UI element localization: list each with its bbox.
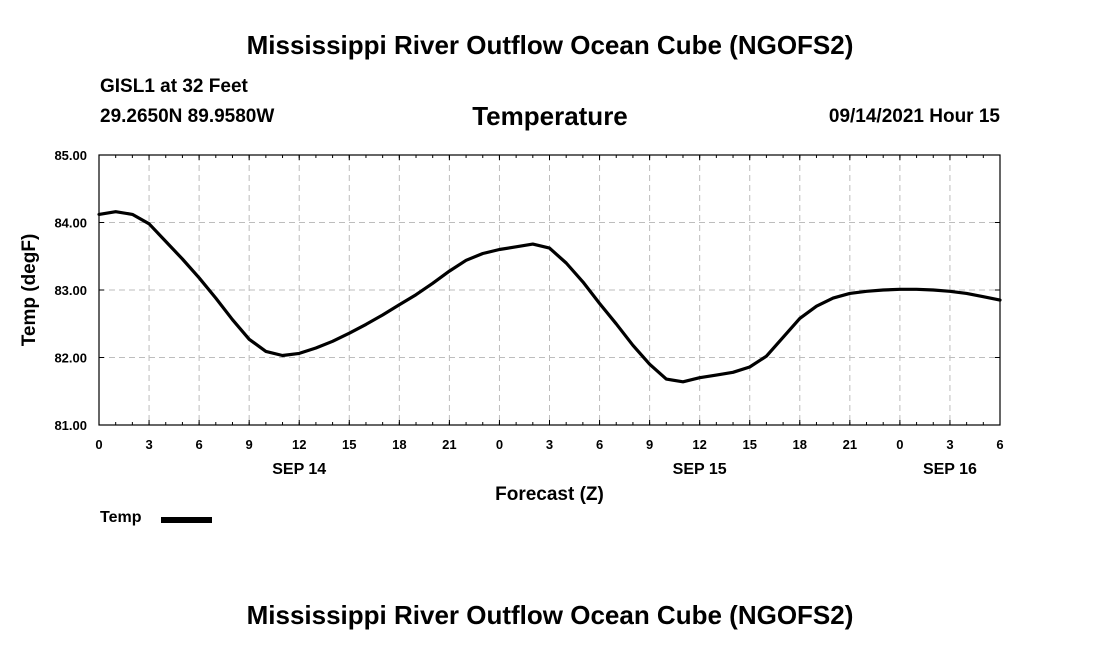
y-axis-label: Temp (degF) [19, 234, 40, 347]
x-tick-label: 0 [496, 437, 503, 452]
forecast-timestamp: 09/14/2021 Hour 15 [828, 106, 1000, 127]
y-tick-label: 85.00 [54, 148, 87, 163]
x-tick-label: 0 [95, 437, 102, 452]
y-tick-label: 82.00 [54, 351, 87, 366]
x-tick-label: 6 [596, 437, 603, 452]
x-tick-label: 12 [692, 437, 706, 452]
legend-label: Temp [100, 509, 142, 526]
x-tick-label: 12 [292, 437, 306, 452]
date-label: SEP 15 [673, 461, 727, 478]
plot-frame [98, 154, 1001, 426]
station-label: GISL1 at 32 Feet [100, 76, 248, 97]
x-tick-label: 21 [442, 437, 456, 452]
x-tick-label: 15 [342, 437, 356, 452]
legend-line-swatch [161, 517, 212, 523]
page-title: Mississippi River Outflow Ocean Cube (NG… [246, 30, 854, 60]
plot-title: Temperature [472, 101, 628, 131]
x-tick-label: 9 [246, 437, 253, 452]
x-tick-label: 0 [896, 437, 903, 452]
x-axis-label: Forecast (Z) [495, 484, 604, 505]
x-tick-label: 9 [646, 437, 653, 452]
date-label: SEP 16 [923, 461, 977, 478]
x-tick-label: 6 [996, 437, 1003, 452]
date-label: SEP 14 [272, 461, 326, 478]
x-tick-label: 6 [195, 437, 202, 452]
x-tick-label: 18 [392, 437, 406, 452]
x-tick-label: 15 [742, 437, 756, 452]
footer-title: Mississippi River Outflow Ocean Cube (NG… [246, 600, 854, 630]
x-tick-label: 3 [946, 437, 953, 452]
y-tick-label: 81.00 [54, 418, 87, 433]
temp-series-line [97, 210, 1002, 384]
x-tick-label: 21 [843, 437, 857, 452]
x-tick-label: 18 [793, 437, 807, 452]
x-tick-label: 3 [145, 437, 152, 452]
station-coordinates: 29.2650N 89.9580W [100, 106, 275, 127]
y-tick-label: 83.00 [54, 283, 87, 298]
x-tick-label: 3 [546, 437, 553, 452]
y-tick-label: 84.00 [54, 216, 87, 231]
